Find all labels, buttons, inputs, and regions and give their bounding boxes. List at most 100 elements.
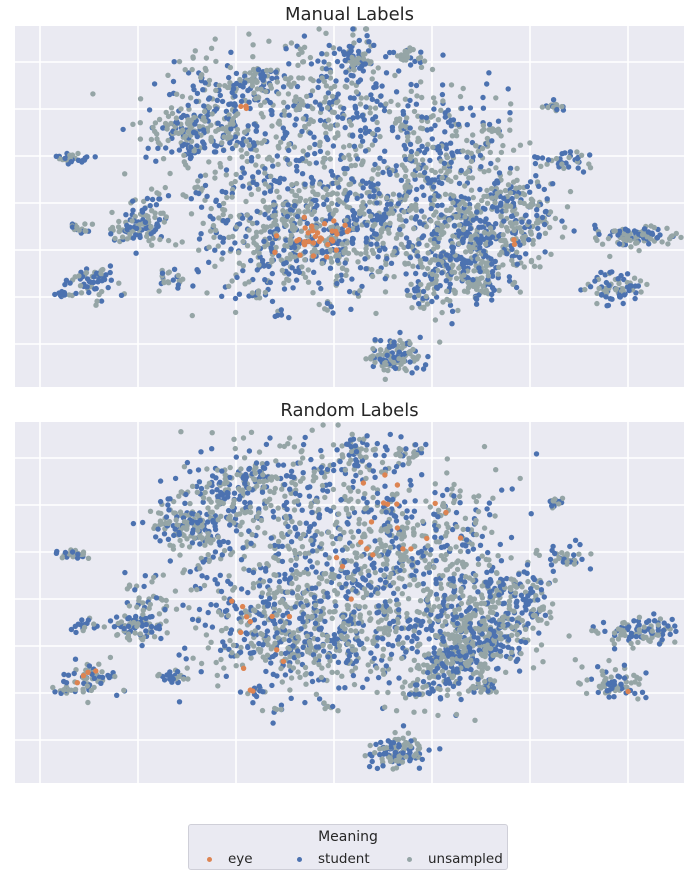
- scatter-point-student: [229, 89, 235, 96]
- scatter-point-unsampled: [176, 58, 183, 65]
- scatter-point-unsampled: [253, 229, 260, 235]
- scatter-point-student: [248, 257, 254, 264]
- scatter-point-student: [339, 115, 346, 122]
- scatter-point-unsampled: [468, 237, 474, 243]
- scatter-point-unsampled: [302, 664, 309, 671]
- scatter-point-unsampled: [204, 290, 210, 296]
- scatter-point-unsampled: [305, 267, 311, 273]
- scatter-point-student: [355, 48, 362, 55]
- scatter-point-unsampled: [158, 210, 164, 216]
- scatter-point-unsampled: [355, 488, 361, 494]
- scatter-point-student: [455, 121, 462, 128]
- scatter-point-student: [227, 474, 233, 481]
- scatter-point-unsampled: [265, 642, 271, 648]
- scatter-point-student: [482, 206, 488, 212]
- scatter-point-student: [194, 483, 200, 490]
- scatter-point-student: [362, 148, 369, 154]
- scatter-point-unsampled: [391, 248, 397, 255]
- scatter-point-unsampled: [164, 126, 170, 132]
- scatter-point-unsampled: [370, 447, 376, 453]
- scatter-point-student: [426, 569, 433, 575]
- scatter-point-student: [413, 568, 419, 574]
- scatter-point-unsampled: [232, 445, 238, 452]
- scatter-point-unsampled: [417, 125, 424, 131]
- scatter-point-unsampled: [209, 111, 215, 117]
- scatter-point-unsampled: [288, 557, 294, 564]
- scatter-point-unsampled: [438, 107, 444, 114]
- scatter-point-unsampled: [564, 204, 571, 210]
- scatter-point-unsampled: [151, 634, 158, 640]
- scatter-point-unsampled: [334, 122, 341, 128]
- scatter-point-student: [519, 610, 525, 616]
- scatter-point-unsampled: [329, 669, 335, 675]
- scatter-point-unsampled: [181, 152, 187, 158]
- scatter-point-unsampled: [328, 123, 334, 129]
- scatter-point-student: [91, 274, 97, 280]
- scatter-point-unsampled: [567, 188, 574, 195]
- scatter-point-student: [220, 147, 227, 154]
- scatter-point-unsampled: [396, 117, 402, 124]
- scatter-point-student: [94, 270, 100, 276]
- scatter-point-unsampled: [473, 531, 480, 538]
- scatter-point-unsampled: [246, 279, 252, 285]
- scatter-point-unsampled: [380, 240, 386, 246]
- scatter-point-unsampled: [466, 175, 472, 181]
- scatter-point-student: [216, 202, 222, 209]
- scatter-point-student: [375, 674, 382, 681]
- scatter-point-student: [130, 198, 136, 204]
- scatter-panel-manual: [15, 26, 684, 387]
- scatter-point-student: [143, 154, 149, 160]
- scatter-point-unsampled: [612, 228, 618, 234]
- scatter-point-eye: [511, 241, 518, 247]
- scatter-point-unsampled: [192, 48, 198, 54]
- scatter-point-unsampled: [530, 625, 536, 631]
- scatter-point-unsampled: [432, 100, 438, 106]
- scatter-point-unsampled: [165, 270, 171, 276]
- scatter-point-student: [447, 302, 454, 308]
- scatter-point-student: [602, 272, 608, 278]
- scatter-point-unsampled: [400, 735, 406, 741]
- scatter-point-student: [366, 39, 372, 45]
- scatter-point-unsampled: [382, 376, 388, 382]
- scatter-point-student: [170, 78, 177, 85]
- scatter-point-unsampled: [216, 82, 223, 89]
- scatter-point-unsampled: [455, 307, 461, 314]
- scatter-point-unsampled: [188, 587, 194, 593]
- scatter-point-student: [449, 321, 455, 327]
- scatter-point-student: [72, 656, 79, 662]
- scatter-point-student: [595, 689, 601, 696]
- scatter-point-unsampled: [268, 173, 274, 179]
- scatter-point-unsampled: [148, 224, 154, 230]
- scatter-point-unsampled: [403, 167, 409, 173]
- scatter-point-student: [327, 265, 334, 271]
- scatter-point-unsampled: [350, 66, 357, 73]
- scatter-point-unsampled: [322, 306, 328, 312]
- scatter-point-student: [436, 179, 442, 186]
- scatter-point-unsampled: [323, 94, 329, 101]
- scatter-point-unsampled: [203, 632, 210, 638]
- scatter-point-unsampled: [289, 182, 295, 188]
- scatter-point-student: [468, 666, 474, 673]
- scatter-point-unsampled: [82, 221, 88, 227]
- scatter-point-unsampled: [220, 200, 227, 207]
- scatter-point-student: [254, 208, 260, 214]
- scatter-point-student: [464, 122, 470, 128]
- scatter-point-unsampled: [329, 109, 335, 115]
- scatter-point-unsampled: [394, 53, 401, 59]
- scatter-point-unsampled: [165, 72, 171, 79]
- scatter-point-unsampled: [527, 204, 534, 210]
- scatter-point-eye: [309, 223, 315, 229]
- scatter-point-student: [486, 121, 493, 128]
- scatter-point-unsampled: [380, 646, 387, 652]
- scatter-point-unsampled: [180, 192, 186, 198]
- scatter-point-student: [336, 184, 342, 190]
- scatter-point-student: [571, 552, 577, 558]
- scatter-point-student: [291, 103, 297, 109]
- scatter-point-student: [465, 548, 471, 555]
- scatter-point-student: [477, 245, 483, 251]
- scatter-point-student: [596, 231, 602, 237]
- scatter-point-unsampled: [492, 199, 498, 206]
- scatter-point-student: [473, 301, 480, 307]
- scatter-point-student: [153, 534, 159, 540]
- scatter-point-unsampled: [443, 207, 450, 213]
